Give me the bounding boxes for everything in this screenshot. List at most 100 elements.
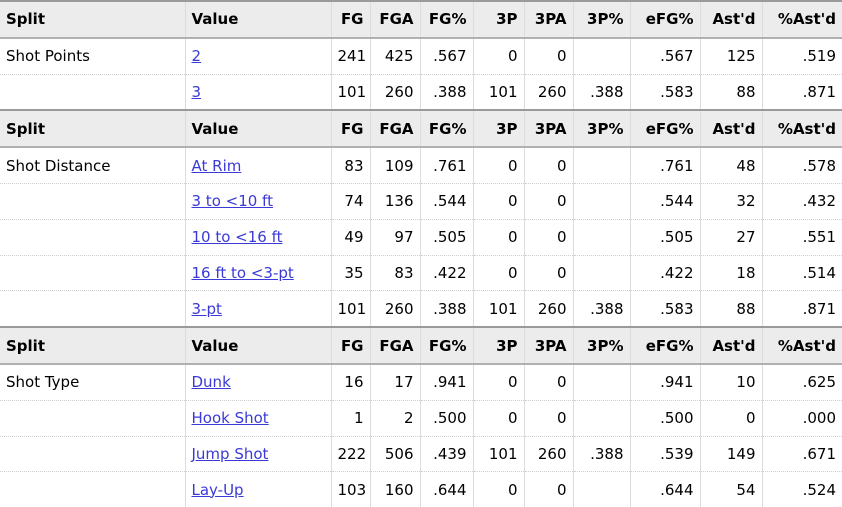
- column-header-3pa[interactable]: 3PA: [523, 326, 573, 365]
- stat-cell-fga: 97: [369, 219, 420, 256]
- column-header-3p[interactable]: 3P%: [572, 0, 630, 39]
- column-header-3p[interactable]: 3P%: [572, 326, 630, 365]
- value-link-hook-shot[interactable]: Hook Shot: [191, 409, 269, 428]
- stat-cell-efg: .583: [629, 74, 700, 111]
- value-link-lay-up[interactable]: Lay-Up: [191, 480, 244, 499]
- stat-cell-fg: 74: [330, 183, 370, 220]
- stat-cell-3p: [572, 471, 630, 507]
- column-header-fga[interactable]: FGA: [369, 109, 420, 149]
- stat-cell-3pa: 0: [523, 219, 573, 256]
- stat-cell-efg: .500: [629, 400, 700, 437]
- stat-cell-ast-d: .524: [761, 471, 842, 507]
- column-header-3pa[interactable]: 3PA: [523, 109, 573, 149]
- stat-cell-3p: 101: [472, 290, 524, 328]
- column-header-ast-d[interactable]: Ast'd: [699, 109, 762, 149]
- column-header-split[interactable]: Split: [0, 0, 185, 39]
- value-cell: 3: [184, 74, 331, 111]
- stat-cell-fga: 425: [369, 37, 420, 75]
- column-header-efg[interactable]: eFG%: [629, 0, 700, 39]
- stat-cell-ast-d: 0: [699, 400, 762, 437]
- value-link-2[interactable]: 2: [191, 47, 202, 66]
- stat-cell-3pa: 260: [523, 290, 573, 328]
- table-row: Hook Shot 1 2.500 0 0.500 0.000: [0, 400, 842, 437]
- column-header-fg[interactable]: FG%: [419, 0, 473, 39]
- split-cell: Shot Distance: [0, 147, 185, 184]
- stat-cell-3p: 0: [472, 363, 524, 401]
- column-header-ast-d[interactable]: %Ast'd: [761, 109, 842, 149]
- split-cell: [0, 400, 185, 437]
- value-cell: 16 ft to <3-pt: [184, 255, 331, 292]
- value-link-16-ft-to-3-pt[interactable]: 16 ft to <3-pt: [191, 263, 294, 282]
- column-header-efg[interactable]: eFG%: [629, 109, 700, 149]
- column-header-fg[interactable]: FG: [330, 326, 370, 365]
- value-link-10-to-16-ft[interactable]: 10 to <16 ft: [191, 228, 283, 247]
- value-link-3[interactable]: 3: [191, 82, 202, 101]
- stat-cell-ast-d: 27: [699, 219, 762, 256]
- stat-cell-fg: 35: [330, 255, 370, 292]
- value-link-dunk[interactable]: Dunk: [191, 373, 231, 392]
- column-header-fga[interactable]: FGA: [369, 0, 420, 39]
- stat-cell-fga: 109: [369, 147, 420, 184]
- column-header-value[interactable]: Value: [184, 109, 331, 149]
- column-header-3pa[interactable]: 3PA: [523, 0, 573, 39]
- stat-cell-ast-d: 18: [699, 255, 762, 292]
- split-cell: [0, 183, 185, 220]
- column-header-ast-d[interactable]: Ast'd: [699, 0, 762, 39]
- column-header-fga[interactable]: FGA: [369, 326, 420, 365]
- stat-cell-3pa: 0: [523, 363, 573, 401]
- stat-cell-3p: [572, 147, 630, 184]
- stat-cell-ast-d: .578: [761, 147, 842, 184]
- split-cell: Shot Type: [0, 363, 185, 401]
- stat-cell-3p: 0: [472, 147, 524, 184]
- column-header-ast-d[interactable]: %Ast'd: [761, 326, 842, 365]
- value-cell: Jump Shot: [184, 436, 331, 473]
- value-link-at-rim[interactable]: At Rim: [191, 156, 242, 175]
- value-link-3-pt[interactable]: 3-pt: [191, 299, 222, 318]
- split-cell: Shot Points: [0, 37, 185, 75]
- value-link-jump-shot[interactable]: Jump Shot: [191, 444, 269, 463]
- value-cell: Lay-Up: [184, 471, 331, 507]
- column-header-fg[interactable]: FG: [330, 109, 370, 149]
- column-header-3p[interactable]: 3P: [472, 0, 524, 39]
- stat-cell-3p: .388: [572, 290, 630, 328]
- stat-cell-fga: 17: [369, 363, 420, 401]
- column-header-fg[interactable]: FG: [330, 0, 370, 39]
- stat-cell-efg: .761: [629, 147, 700, 184]
- column-header-3p[interactable]: 3P: [472, 109, 524, 149]
- stat-cell-ast-d: .432: [761, 183, 842, 220]
- stat-cell-fg: .388: [419, 74, 473, 111]
- column-header-fg[interactable]: FG%: [419, 109, 473, 149]
- column-header-3p[interactable]: 3P: [472, 326, 524, 365]
- split-cell: [0, 219, 185, 256]
- split-cell: [0, 291, 185, 327]
- column-header-ast-d[interactable]: Ast'd: [699, 326, 762, 365]
- stat-cell-3p: .388: [572, 74, 630, 111]
- stat-cell-3p: [572, 37, 630, 75]
- table-row: Jump Shot 222 506.439 101 260.388.539 149.671: [0, 436, 842, 473]
- column-header-3p[interactable]: 3P%: [572, 109, 630, 149]
- table-row: 3 to <10 ft 74 136.544 0 0.544 32.432: [0, 183, 842, 220]
- table-row: Lay-Up 103 160.644 0 0.644 54.524: [0, 471, 842, 507]
- stat-cell-fga: 136: [369, 183, 420, 220]
- stat-cell-efg: .544: [629, 183, 700, 220]
- stat-cell-ast-d: 48: [699, 147, 762, 184]
- stat-cell-3pa: 0: [523, 255, 573, 292]
- column-header-ast-d[interactable]: %Ast'd: [761, 0, 842, 39]
- column-header-fg[interactable]: FG%: [419, 326, 473, 365]
- stat-cell-ast-d: 32: [699, 183, 762, 220]
- value-cell: 3 to <10 ft: [184, 183, 331, 220]
- stat-cell-ast-d: .000: [761, 400, 842, 437]
- column-header-split[interactable]: Split: [0, 109, 185, 149]
- stat-cell-efg: .422: [629, 255, 700, 292]
- column-header-value[interactable]: Value: [184, 326, 331, 365]
- value-link-3-to-10-ft[interactable]: 3 to <10 ft: [191, 192, 273, 211]
- column-header-efg[interactable]: eFG%: [629, 326, 700, 365]
- stat-cell-fg: .544: [419, 183, 473, 220]
- stat-cell-fg: .941: [419, 363, 473, 401]
- stat-cell-fga: 260: [369, 290, 420, 328]
- column-header-value[interactable]: Value: [184, 0, 331, 39]
- stat-cell-fg: 83: [330, 147, 370, 184]
- split-cell: [0, 74, 185, 110]
- column-header-split[interactable]: Split: [0, 326, 185, 365]
- stat-cell-ast-d: .514: [761, 255, 842, 292]
